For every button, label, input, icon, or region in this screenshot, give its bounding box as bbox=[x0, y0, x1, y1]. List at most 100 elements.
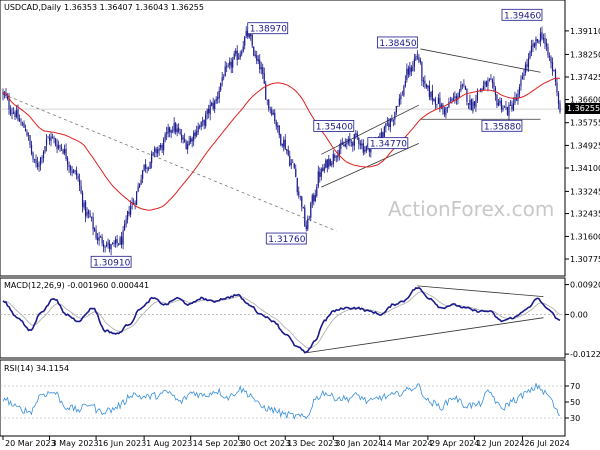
candle-body bbox=[233, 53, 235, 60]
candle-body bbox=[509, 105, 512, 106]
candle-body bbox=[57, 145, 60, 149]
candle-body bbox=[473, 101, 476, 106]
x-tick-label: 29 Apr 2024 bbox=[430, 439, 479, 448]
candle-body bbox=[155, 149, 157, 154]
candle-body bbox=[21, 123, 24, 125]
candle-body bbox=[118, 243, 120, 245]
candle-body bbox=[332, 154, 334, 164]
dashed-trendline-layer bbox=[2, 48, 541, 232]
candle-body bbox=[508, 104, 510, 116]
candle-body bbox=[482, 85, 485, 91]
candle-body bbox=[160, 145, 162, 148]
candle-body bbox=[458, 91, 461, 97]
candle-body bbox=[167, 127, 169, 134]
candle-body bbox=[335, 156, 337, 158]
candle-body bbox=[419, 60, 421, 63]
candle-body bbox=[289, 155, 291, 166]
candle-body bbox=[140, 179, 142, 185]
candle-body bbox=[542, 37, 545, 40]
level-label: 1.34770 bbox=[370, 140, 407, 150]
candle-body bbox=[274, 112, 276, 122]
candle-body bbox=[295, 168, 297, 178]
candle-body bbox=[551, 62, 554, 72]
candle-body bbox=[74, 170, 76, 172]
candle-body bbox=[401, 94, 403, 96]
price-tick-label: 1.35755 bbox=[570, 119, 600, 128]
candle-body bbox=[143, 164, 145, 171]
candle-body bbox=[260, 67, 262, 70]
candle-body bbox=[212, 103, 214, 109]
candle-body bbox=[48, 137, 51, 141]
candle-body bbox=[179, 132, 181, 134]
candle-body bbox=[308, 218, 310, 220]
level-box bbox=[313, 120, 355, 132]
candle-body bbox=[169, 127, 171, 133]
candle-body bbox=[187, 144, 189, 150]
candle-body bbox=[32, 152, 34, 160]
candle-body bbox=[178, 127, 180, 132]
candle-body bbox=[275, 121, 277, 127]
price-trendline bbox=[420, 48, 541, 73]
candle-body bbox=[418, 56, 420, 61]
candle-body bbox=[434, 99, 436, 105]
candle-body bbox=[517, 93, 519, 101]
price-tick-label: 1.38250 bbox=[570, 50, 600, 59]
candle-body bbox=[305, 225, 307, 230]
candle-body bbox=[75, 170, 78, 176]
candle-body bbox=[161, 145, 163, 151]
candle-body bbox=[220, 82, 222, 91]
candle-body bbox=[392, 120, 394, 122]
candle-body bbox=[248, 32, 250, 38]
candle-body bbox=[437, 97, 439, 105]
candle-body bbox=[71, 170, 73, 174]
level-label: 1.39460 bbox=[504, 11, 541, 21]
candle-body bbox=[35, 159, 37, 164]
candle-body bbox=[77, 176, 79, 180]
candle-body bbox=[322, 168, 324, 172]
candle-body bbox=[548, 55, 551, 57]
candle-body bbox=[170, 130, 172, 134]
candle-body bbox=[428, 85, 430, 98]
macd-trendline bbox=[306, 317, 544, 354]
candle-body bbox=[41, 157, 43, 159]
candle-body bbox=[292, 162, 294, 163]
candle-body bbox=[497, 102, 500, 106]
candle-body bbox=[544, 38, 546, 44]
candle-body bbox=[38, 165, 40, 167]
rsi-axis: 70 50 30 bbox=[565, 382, 580, 423]
candle-body bbox=[461, 84, 464, 86]
candle-body bbox=[524, 64, 527, 74]
candle-body bbox=[146, 167, 148, 169]
candle-body bbox=[101, 236, 103, 244]
candle-body bbox=[251, 35, 253, 46]
candle-body bbox=[157, 149, 159, 154]
candle-body bbox=[98, 236, 100, 241]
candle-body bbox=[127, 211, 129, 220]
candle-body bbox=[431, 90, 433, 101]
candle-body bbox=[24, 128, 27, 132]
candle-body bbox=[280, 134, 282, 145]
candle-body bbox=[121, 236, 123, 245]
candle-body bbox=[302, 207, 304, 209]
candle-body bbox=[191, 138, 193, 142]
candle-body bbox=[410, 67, 412, 72]
candle-body bbox=[550, 57, 552, 64]
candle-body bbox=[556, 82, 558, 93]
symbol-header: USDCAD,Daily bbox=[4, 3, 61, 12]
candle-body bbox=[529, 52, 531, 59]
candle-body bbox=[65, 148, 67, 159]
candle-body bbox=[18, 118, 21, 122]
candle-body bbox=[139, 183, 141, 188]
macd-label: MACD(12,26,9) -0.001960 0.000441 bbox=[4, 281, 149, 290]
candle-body bbox=[51, 137, 54, 138]
candle-body bbox=[111, 243, 114, 245]
price-tick-label: 1.33245 bbox=[570, 187, 600, 196]
candle-body bbox=[356, 133, 358, 137]
candle-body bbox=[54, 139, 57, 145]
candle-body bbox=[523, 73, 525, 77]
candle-body bbox=[325, 160, 327, 168]
candle-body bbox=[110, 244, 112, 250]
candle-body bbox=[430, 91, 432, 98]
candle-body bbox=[27, 135, 30, 137]
candle-body bbox=[278, 125, 280, 136]
